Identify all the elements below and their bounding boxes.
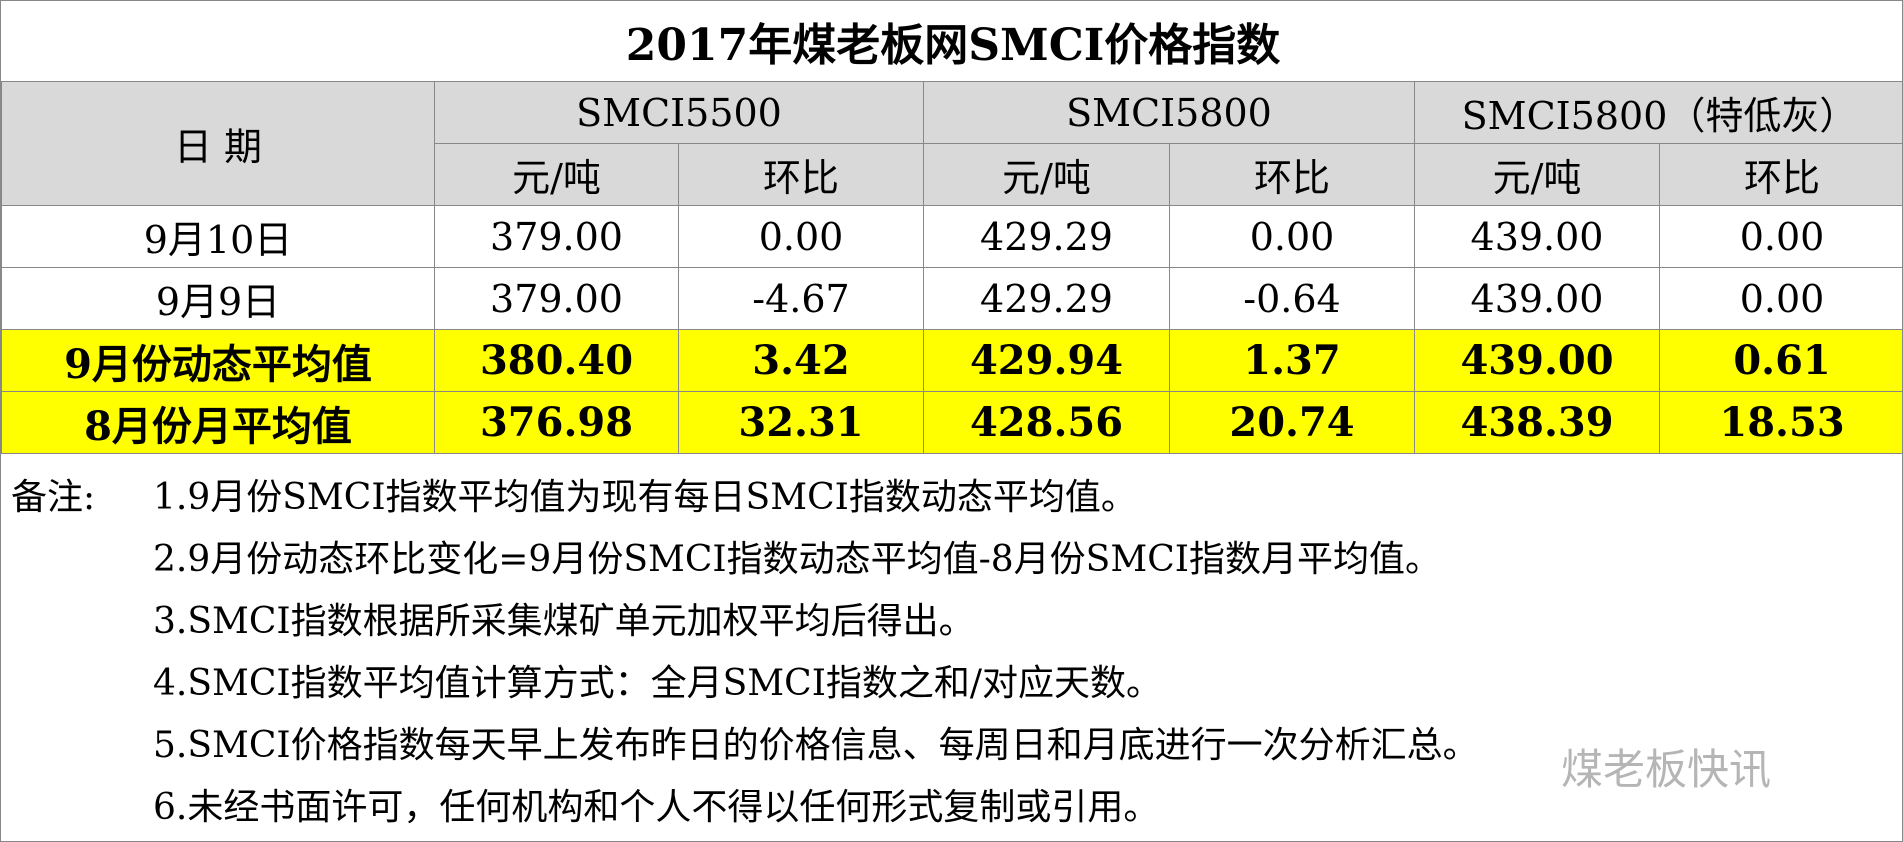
cell-value: 429.29 — [923, 205, 1170, 268]
watermark: 煤老板快讯 — [1561, 745, 1772, 794]
sub-header: 元/吨 — [923, 143, 1170, 206]
cell-value: 3.42 — [678, 329, 924, 392]
sub-header: 元/吨 — [434, 143, 679, 206]
cell-value: -0.64 — [1169, 267, 1415, 330]
cell-value: 1.37 — [1169, 329, 1415, 392]
data-row: 9月份动态平均值 380.40 3.42 429.94 1.37 439.00 0.61 — [1, 329, 1902, 392]
subheader-row: 元/吨 环比 元/吨 环比 元/吨 环比 — [2, 143, 1902, 206]
cell-value: -4.67 — [678, 267, 924, 330]
sub-header: 元/吨 — [1414, 143, 1660, 206]
table-title: 2017年煤老板网SMCI价格指数 — [1, 1, 1902, 82]
cell-value: 380.40 — [434, 329, 679, 392]
group-header: SMCI5800（特低灰） — [1413, 81, 1902, 144]
date-header: 日 期 — [1, 81, 435, 206]
cell-value: 0.00 — [678, 205, 924, 268]
cell-value: 429.29 — [923, 267, 1170, 330]
notes-label: 备注: — [11, 477, 96, 518]
row-label: 9月10日 — [1, 205, 435, 268]
note-item: 4.SMCI指数平均值计算方式：全月SMCI指数之和/对应天数。 — [153, 663, 1163, 704]
row-label: 9月9日 — [1, 267, 435, 330]
group-header: SMCI5500 — [434, 81, 924, 144]
title-row: 2017年煤老板网SMCI价格指数 — [1, 1, 1902, 82]
cell-value: 18.53 — [1658, 391, 1902, 454]
note-item: 3.SMCI指数根据所采集煤矿单元加权平均后得出。 — [153, 601, 975, 642]
cell-value: 439.00 — [1414, 267, 1660, 330]
cell-value: 379.00 — [434, 267, 679, 330]
data-row: 9月9日 379.00 -4.67 429.29 -0.64 439.00 0.00 — [1, 267, 1902, 330]
data-row: 8月份月平均值 376.98 32.31 428.56 20.74 438.39 18.53 — [1, 391, 1902, 454]
note-item: 1.9月份SMCI指数平均值为现有每日SMCI指数动态平均值。 — [153, 477, 1137, 518]
row-label: 9月份动态平均值 — [1, 329, 435, 392]
note-item: 2.9月份动态环比变化=9月份SMCI指数动态平均值-8月份SMCI指数月平均值… — [153, 539, 1441, 580]
cell-value: 32.31 — [678, 391, 924, 454]
cell-value: 376.98 — [434, 391, 679, 454]
note-item: 5.SMCI价格指数每天早上发布昨日的价格信息、每周日和月底进行一次分析汇总。 — [153, 725, 1479, 766]
cell-value: 0.00 — [1658, 205, 1902, 268]
cell-value: 379.00 — [434, 205, 679, 268]
cell-value: 429.94 — [923, 329, 1170, 392]
sub-header: 环比 — [1169, 143, 1415, 206]
sub-header: 环比 — [1658, 143, 1902, 206]
cell-value: 439.00 — [1414, 205, 1660, 268]
header-row: 日 期 SMCI5500 SMCI5800 SMCI5800（特低灰） — [1, 81, 1902, 206]
row-label: 8月份月平均值 — [1, 391, 435, 454]
cell-value: 438.39 — [1414, 391, 1660, 454]
cell-value: 0.61 — [1658, 329, 1902, 392]
data-row: 9月10日 379.00 0.00 429.29 0.00 439.00 0.00 — [1, 205, 1902, 268]
cell-value: 0.00 — [1658, 267, 1902, 330]
cell-value: 439.00 — [1414, 329, 1660, 392]
cell-value: 20.74 — [1169, 391, 1415, 454]
group-header: SMCI5800 — [923, 81, 1415, 144]
sub-header: 环比 — [678, 143, 924, 206]
cell-value: 0.00 — [1169, 205, 1415, 268]
note-item: 6.未经书面许可，任何机构和个人不得以任何形式复制或引用。 — [153, 787, 1160, 828]
cell-value: 428.56 — [923, 391, 1170, 454]
price-table: 2017年煤老板网SMCI价格指数日 期 SMCI5500 SMCI5800 SMCI… — [1, 1, 1902, 454]
